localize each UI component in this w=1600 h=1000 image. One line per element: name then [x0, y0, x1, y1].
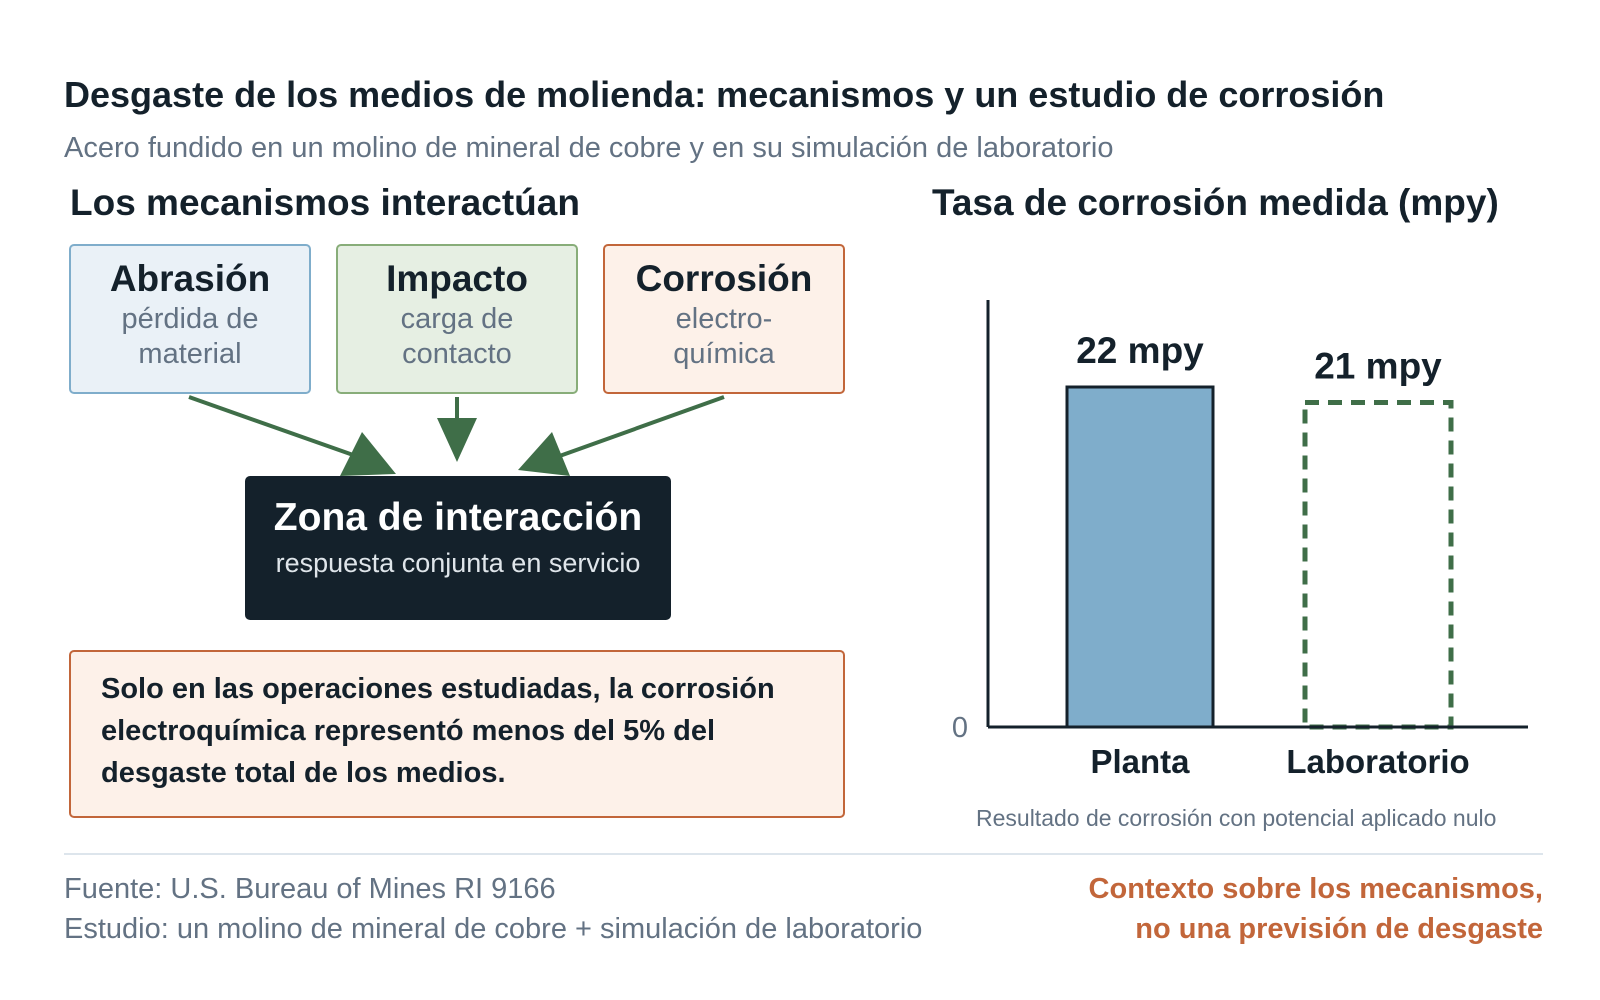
caveat-line: no una previsión de desgaste [1135, 913, 1543, 945]
data-label: 22 mpy [1076, 330, 1204, 371]
mechanism-description: carga de contacto [400, 303, 514, 370]
arrow-corrosion-to-zone [553, 395, 725, 460]
mechanism-impact-box: Impacto carga de contacto [336, 244, 578, 394]
findings-note-box: Solo en las operaciones estudiadas, la c… [69, 650, 845, 818]
corrosion-bar-chart: 22 mpy Planta 21 mpy Laboratorio 0 [952, 300, 1528, 780]
interaction-zone-subtitle: respuesta conjunta en servicio [275, 548, 641, 578]
mechanism-description: pérdida de material [121, 303, 259, 370]
chart-title: Tasa de corrosión medida (mpy) [932, 182, 1499, 223]
mechanism-description: electro-química [673, 303, 775, 370]
category-label: Planta [1090, 743, 1190, 780]
arrowhead-icon [340, 432, 396, 476]
mechanism-abrasion-box: Abrasión pérdida de material [69, 244, 311, 394]
findings-note-text: Solo en las operaciones estudiadas, la c… [101, 673, 775, 789]
page-title: Desgaste de los medios de molienda: meca… [64, 74, 1385, 115]
mechanism-name: Abrasión [109, 258, 271, 299]
arrowhead-icon [518, 432, 570, 476]
chart-note: Resultado de corrosión con potencial apl… [976, 805, 1497, 831]
footer-caveat: Contexto sobre los mecanismos, no una pr… [1089, 869, 1543, 949]
mechanism-corrosion-box: Corrosión electro-química [603, 244, 845, 394]
mechanisms-heading: Los mecanismos interactúan [70, 182, 580, 223]
mechanism-name: Corrosión [635, 258, 813, 299]
data-label: 21 mpy [1314, 345, 1442, 386]
study-line: Estudio: un molino de mineral de cobre +… [64, 913, 923, 945]
y-tick-label: 0 [952, 712, 968, 744]
interaction-zone-title: Zona de interacción [273, 496, 643, 539]
category-label: Laboratorio [1286, 743, 1469, 780]
bar-laboratorio [1302, 399, 1454, 730]
footer-source: Fuente: U.S. Bureau of Mines RI 9166 Est… [64, 869, 922, 949]
footer-divider [64, 853, 1543, 855]
arrowhead-icon [437, 418, 477, 462]
caveat-line: Contexto sobre los mecanismos, [1088, 873, 1543, 905]
source-line: Fuente: U.S. Bureau of Mines RI 9166 [64, 873, 556, 905]
interaction-zone-box: Zona de interacción respuesta conjunta e… [245, 476, 671, 620]
arrow-abrasion-to-zone [188, 395, 357, 458]
page-subtitle: Acero fundido en un molino de mineral de… [64, 132, 1114, 164]
bar-planta [1065, 385, 1215, 729]
mechanism-name: Impacto [386, 258, 528, 299]
